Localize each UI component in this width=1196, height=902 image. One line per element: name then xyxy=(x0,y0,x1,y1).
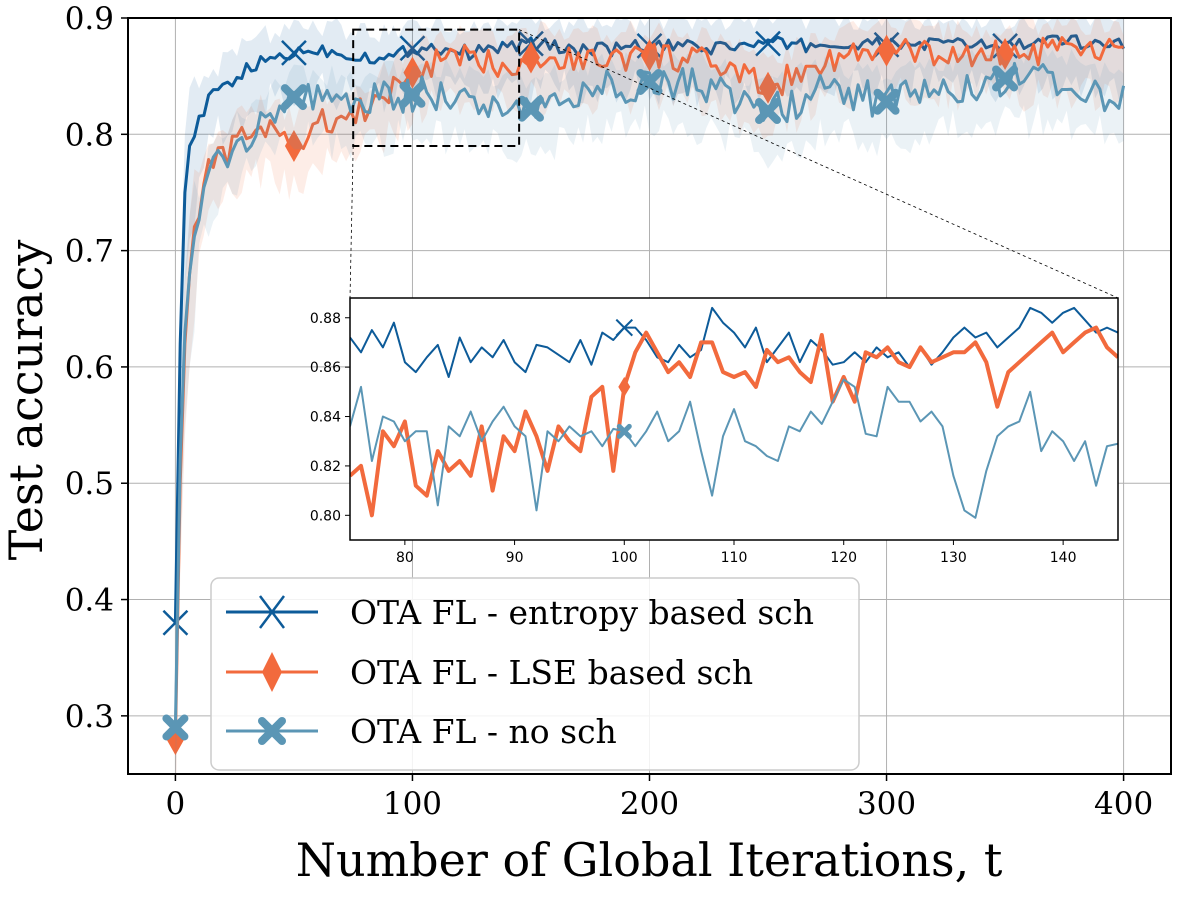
inset-y-tick-label-0.84: 0.84 xyxy=(310,410,341,426)
marker-ota-fl-no-sch-200 xyxy=(636,68,663,95)
x-tick-label-0: 0 xyxy=(166,786,186,822)
line-ota-fl-no-sch xyxy=(173,61,1126,728)
marker-ota-fl-lse-based-sch-300 xyxy=(877,34,896,67)
legend-marker-lse xyxy=(262,652,282,692)
marker-ota-fl-no-sch-250-b xyxy=(755,98,782,125)
marker-ota-fl-lse-based-sch-250 xyxy=(759,71,778,104)
marker-ota-fl-lse-based-sch-350 xyxy=(996,38,1015,71)
zoom-connector-left xyxy=(349,145,354,299)
y-tick-label-0.5: 0.5 xyxy=(65,466,114,502)
marker-ota-fl-entropy-based-sch-100-b xyxy=(399,35,426,62)
inset-line-ota-fl-no-sch xyxy=(350,378,1118,519)
marker-ota-fl-entropy-based-sch-100 xyxy=(399,35,426,62)
inset-line-ota-fl-entropy-based-sch xyxy=(350,306,1118,378)
marker-ota-fl-entropy-based-sch-250 xyxy=(755,30,781,57)
y-axis-label: Test accuracy xyxy=(0,240,53,561)
inset-background xyxy=(350,298,1118,540)
inset-y-tick-label-0.88: 0.88 xyxy=(310,311,341,327)
inset-marker-ota-fl-entropy-based-sch-100 xyxy=(615,318,633,337)
marker-ota-fl-no-sch-150-b xyxy=(517,95,544,122)
inset-x-tick-label-90: 90 xyxy=(506,550,524,566)
legend-marker-entropy xyxy=(259,595,285,629)
marker-ota-fl-no-sch-300 xyxy=(873,88,900,115)
y-tick-label-0.9: 0.9 xyxy=(65,1,114,37)
marker-ota-fl-entropy-based-sch-50-b xyxy=(281,40,307,66)
y-tick-label-0.6: 0.6 xyxy=(65,350,114,386)
band-ota-fl-lse-based-sch xyxy=(175,18,1124,774)
marker-ota-fl-entropy-based-sch-250-b xyxy=(755,30,781,57)
legend: OTA FL - entropy based sch OTA FL - LSE … xyxy=(210,577,860,771)
legend-label-nosch: OTA FL - no sch xyxy=(350,712,617,751)
x-tick-label-300: 300 xyxy=(857,786,916,822)
legend-label-lse: OTA FL - LSE based sch xyxy=(350,653,753,692)
inset-x-tick-label-120: 120 xyxy=(830,550,857,566)
inset-marker-ota-fl-no-sch-100-b xyxy=(616,423,632,439)
legend-entry-lse: OTA FL - LSE based sch xyxy=(226,652,753,692)
inset-marker-ota-fl-lse-based-sch-100 xyxy=(618,376,631,397)
inset-x-tick-label-110: 110 xyxy=(721,550,748,566)
marker-ota-fl-no-sch-250 xyxy=(755,98,782,125)
x-tick-label-400: 400 xyxy=(1094,786,1153,822)
marker-ota-fl-entropy-based-sch-50 xyxy=(281,40,307,66)
marker-ota-fl-no-sch-350 xyxy=(992,65,1019,92)
main-ticks: 0 100 200 300 400 0.3 0.4 0.5 0.6 0.7 0.8 0.9 xyxy=(65,1,1153,822)
inset-marker-ota-fl-no-sch-100 xyxy=(616,423,632,439)
legend-label-entropy: OTA FL - entropy based sch xyxy=(350,593,814,632)
marker-ota-fl-no-sch-50-b xyxy=(280,84,307,111)
legend-box xyxy=(210,577,860,771)
inset-x-tick-label-100: 100 xyxy=(611,550,638,566)
legend-marker-nosch xyxy=(258,717,286,745)
inset-y-tick-label-0.82: 0.82 xyxy=(310,459,341,475)
main-series-clipped xyxy=(162,18,1126,774)
inset-series-clipped xyxy=(350,306,1118,519)
marker-ota-fl-no-sch-0-b xyxy=(162,714,189,741)
marker-ota-fl-entropy-based-sch-0 xyxy=(162,609,189,636)
marker-ota-fl-no-sch-100-b xyxy=(399,81,426,108)
zoom-region-box xyxy=(352,28,521,147)
zoom-connector-right xyxy=(518,29,1119,299)
legend-entry-nosch: OTA FL - no sch xyxy=(226,712,617,751)
marker-ota-fl-no-sch-100 xyxy=(399,81,426,108)
y-tick-label-0.8: 0.8 xyxy=(65,117,114,153)
inset-series xyxy=(350,306,1118,519)
y-tick-label-0.7: 0.7 xyxy=(65,234,114,270)
marker-ota-fl-no-sch-150 xyxy=(517,95,544,122)
inset-y-tick-label-0.80: 0.80 xyxy=(310,508,341,524)
inset-x-tick-label-130: 130 xyxy=(940,550,967,566)
marker-ota-fl-no-sch-350-b xyxy=(992,65,1019,92)
marker-ota-fl-lse-based-sch-200 xyxy=(640,39,659,72)
x-tick-label-100: 100 xyxy=(383,786,442,822)
marker-ota-fl-entropy-based-sch-0-b xyxy=(162,609,189,636)
inset-x-tick-label-80: 80 xyxy=(396,550,414,566)
x-axis-label: Number of Global Iterations, t xyxy=(296,833,1003,887)
legend-entry-entropy: OTA FL - entropy based sch xyxy=(226,593,814,632)
marker-ota-fl-no-sch-0 xyxy=(162,714,189,741)
inset-marker-ota-fl-entropy-based-sch-100-b xyxy=(615,318,633,337)
inset-line-ota-fl-lse-based-sch xyxy=(350,325,1118,518)
y-tick-label-0.4: 0.4 xyxy=(65,583,114,619)
y-tick-label-0.3: 0.3 xyxy=(65,699,114,735)
marker-ota-fl-lse-based-sch-150 xyxy=(521,41,540,74)
marker-ota-fl-lse-based-sch-50 xyxy=(284,129,303,162)
inset-x-tick-label-140: 140 xyxy=(1050,550,1077,566)
marker-ota-fl-no-sch-50 xyxy=(280,84,307,111)
inset-plot: 80 90 100 110 120 130 140 0.80 0.82 0.84 0.86 0.88 xyxy=(310,297,1119,566)
inset-ticks: 80 90 100 110 120 130 140 0.80 0.82 0.84 0.86 0.88 xyxy=(310,311,1077,566)
main-series xyxy=(162,18,1126,774)
inset-y-tick-label-0.86: 0.86 xyxy=(310,360,341,376)
marker-ota-fl-no-sch-300-b xyxy=(873,88,900,115)
marker-ota-fl-no-sch-200-b xyxy=(636,68,663,95)
x-tick-label-200: 200 xyxy=(620,786,679,822)
